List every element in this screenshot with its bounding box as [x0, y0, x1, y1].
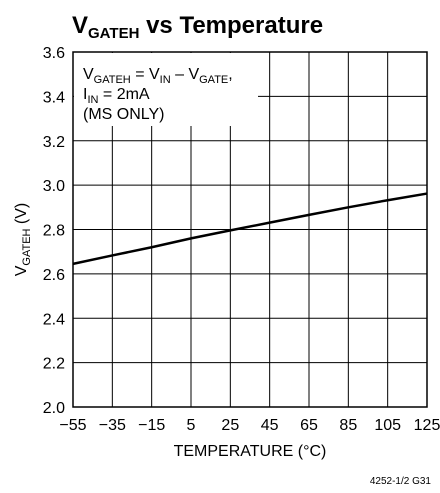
y-tick-label: 3.0 — [43, 178, 65, 195]
annotation-subscript: IN — [87, 94, 98, 106]
annotation-subscript: GATE — [199, 74, 228, 86]
x-tick-label: −15 — [138, 417, 165, 434]
annotation-subscript: IN — [160, 74, 171, 86]
x-tick-label: 65 — [300, 417, 318, 434]
y-tick-label: 3.6 — [43, 45, 65, 62]
annotation-text: = V — [131, 66, 160, 83]
annotation-box — [74, 53, 258, 126]
annotation-text: V — [83, 66, 94, 83]
x-tick-label: 5 — [187, 417, 196, 434]
y-tick-label: 2.2 — [43, 356, 65, 373]
x-tick-label: 125 — [414, 417, 440, 434]
x-axis-label: TEMPERATURE (°C) — [174, 443, 327, 460]
y-tick-label: 2.0 — [43, 400, 65, 417]
y-tick-label: 3.2 — [43, 134, 65, 151]
annotation-text: – V — [171, 66, 200, 83]
y-tick-label: 2.8 — [43, 223, 65, 240]
annotation-subscript: GATEH — [94, 74, 131, 86]
annotation-text: = 2mA — [98, 86, 149, 103]
annotation: VGATEH = VIN – VGATE,IIN = 2mA(MS ONLY) — [83, 66, 233, 123]
y-tick-label: 2.4 — [43, 311, 65, 328]
series-line — [72, 192, 428, 266]
plot-frame — [72, 51, 428, 408]
x-tick-label: 25 — [221, 417, 239, 434]
x-tick-labels: −55 −35 −15 5 25 45 65 85 105 125 — [59, 417, 440, 434]
annotation-line: (MS ONLY) — [83, 106, 164, 123]
annotation-text: , — [228, 66, 232, 83]
y-axis-label: VGATEH (V) — [13, 203, 33, 277]
y-tick-label: 2.6 — [43, 267, 65, 284]
annotation-line: VGATEH = VIN – VGATE, — [83, 66, 233, 86]
figure-id: 4252-1/2 G31 — [370, 476, 432, 487]
x-tick-label: 105 — [374, 417, 401, 434]
chart-title: VGATEH vs Temperature — [72, 12, 323, 42]
annotation-line: IIN = 2mA — [83, 86, 150, 106]
y-tick-label: 3.4 — [43, 89, 65, 106]
x-tick-label: −35 — [99, 417, 126, 434]
grid — [73, 52, 427, 407]
x-tick-label: 85 — [339, 417, 357, 434]
annotation-text: I — [83, 86, 87, 103]
y-tick-labels: 2.0 2.2 2.4 2.6 2.8 3.0 3.2 3.4 3.6 — [43, 45, 65, 417]
x-tick-label: −55 — [59, 417, 86, 434]
x-tick-label: 45 — [261, 417, 279, 434]
